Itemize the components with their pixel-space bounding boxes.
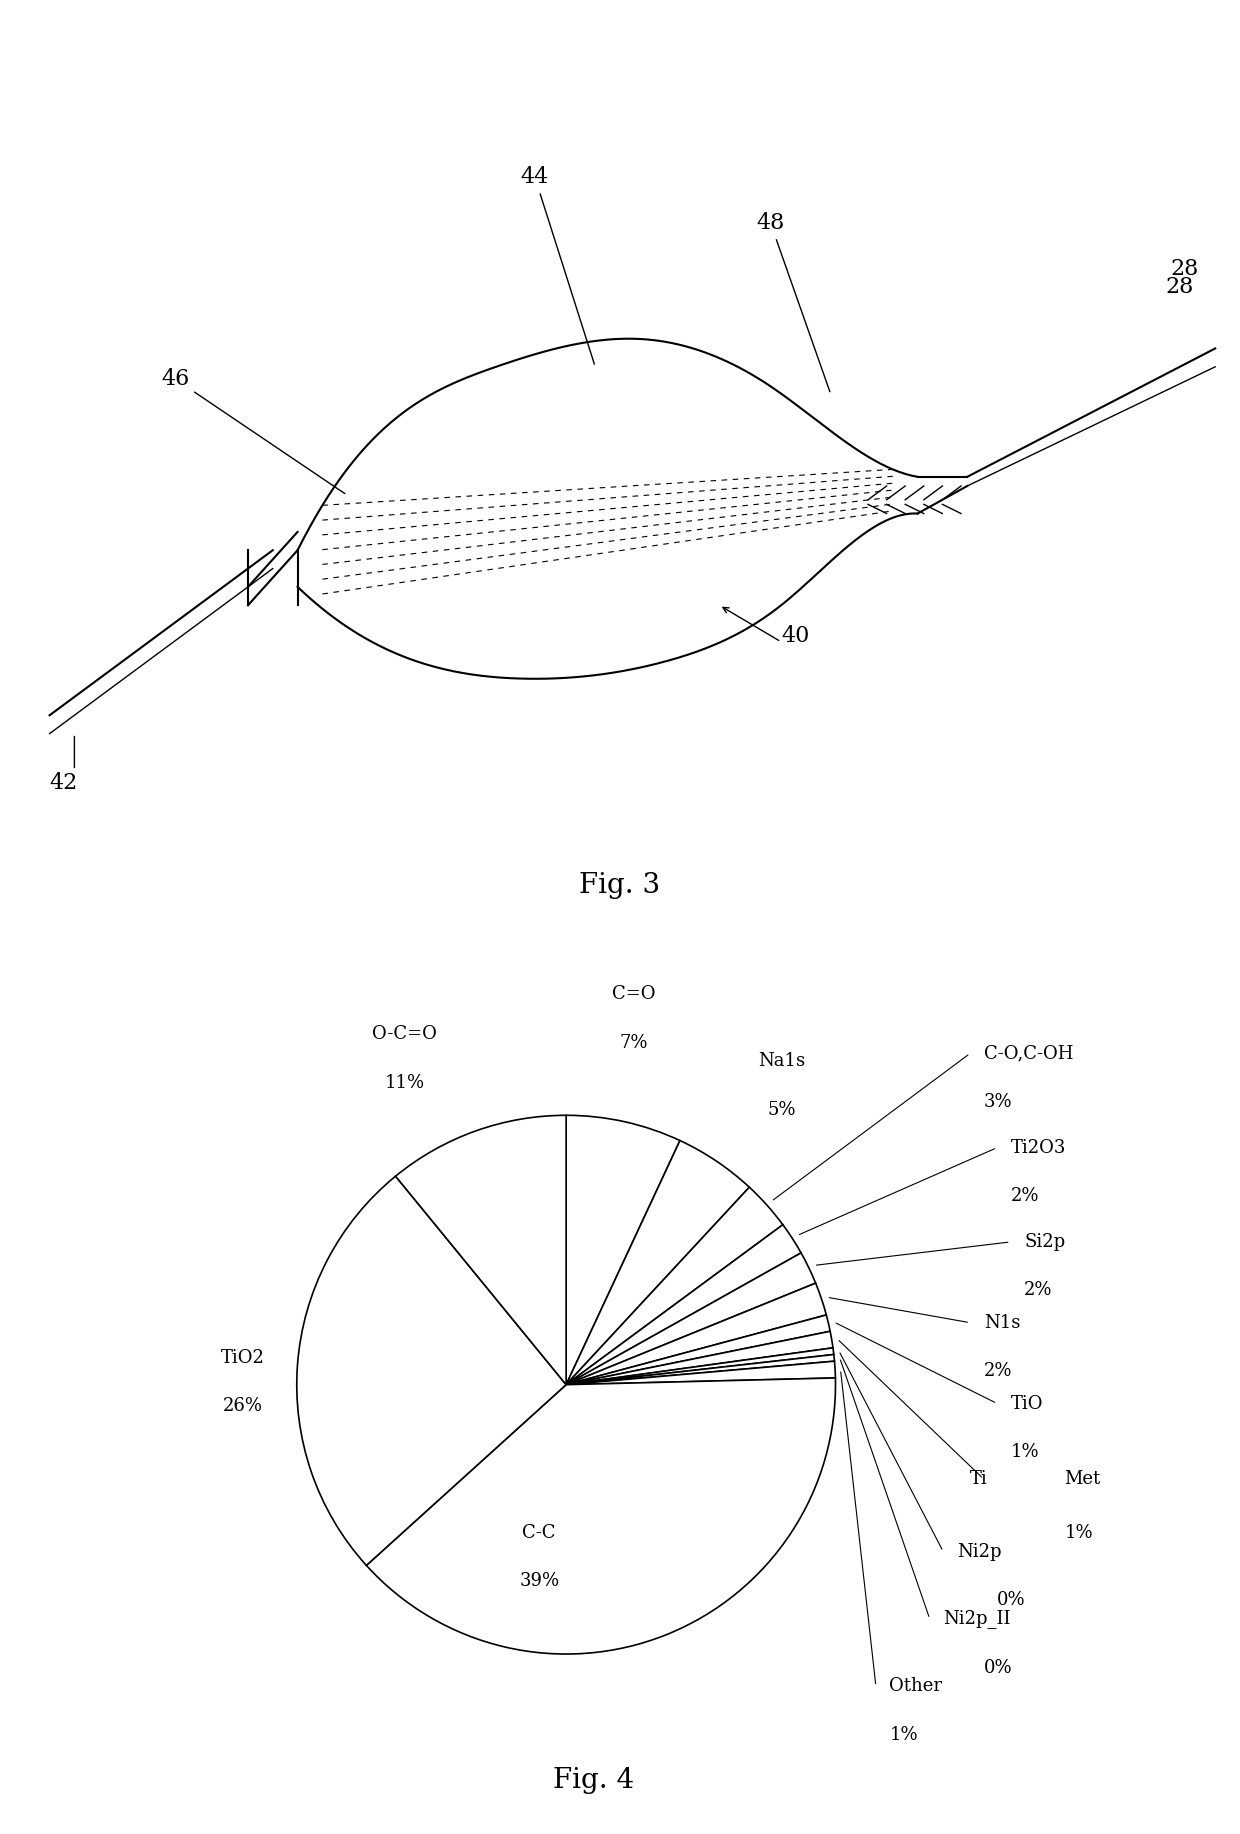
- Text: 7%: 7%: [619, 1034, 647, 1051]
- Text: Fig. 4: Fig. 4: [553, 1768, 634, 1794]
- Text: 5%: 5%: [768, 1100, 796, 1119]
- Text: 2%: 2%: [983, 1363, 1012, 1381]
- Wedge shape: [567, 1284, 826, 1385]
- Text: 1%: 1%: [889, 1726, 918, 1744]
- Text: N1s: N1s: [983, 1313, 1021, 1331]
- Text: 28: 28: [1166, 277, 1194, 299]
- Text: 1%: 1%: [1011, 1443, 1039, 1462]
- Wedge shape: [567, 1225, 801, 1385]
- Wedge shape: [567, 1253, 816, 1385]
- Wedge shape: [567, 1361, 836, 1385]
- Wedge shape: [396, 1115, 567, 1385]
- Text: Na1s: Na1s: [758, 1053, 805, 1071]
- Text: Other: Other: [889, 1678, 942, 1695]
- Text: 28: 28: [1171, 259, 1198, 281]
- Text: TiO: TiO: [1011, 1394, 1043, 1412]
- Wedge shape: [567, 1115, 680, 1385]
- Text: 2%: 2%: [1011, 1187, 1039, 1205]
- Text: C=O: C=O: [611, 985, 655, 1003]
- Text: 48: 48: [756, 213, 830, 392]
- Text: Fig. 3: Fig. 3: [579, 871, 661, 899]
- Text: 46: 46: [161, 369, 345, 493]
- Text: 39%: 39%: [520, 1572, 559, 1590]
- Text: Ni2p: Ni2p: [957, 1542, 1001, 1561]
- Text: 44: 44: [521, 167, 594, 365]
- Text: Si2p: Si2p: [1024, 1232, 1065, 1251]
- Text: C-C: C-C: [522, 1524, 556, 1542]
- Wedge shape: [567, 1348, 833, 1385]
- Text: 3%: 3%: [983, 1093, 1012, 1111]
- Wedge shape: [567, 1315, 830, 1385]
- Text: 1%: 1%: [1064, 1524, 1094, 1542]
- Text: TiO2: TiO2: [221, 1348, 265, 1366]
- Wedge shape: [366, 1377, 836, 1654]
- Text: Ti: Ti: [970, 1469, 988, 1487]
- Wedge shape: [296, 1176, 567, 1566]
- Wedge shape: [567, 1331, 833, 1385]
- Wedge shape: [567, 1187, 782, 1385]
- Text: Ti2O3: Ti2O3: [1011, 1139, 1066, 1157]
- Wedge shape: [567, 1141, 749, 1385]
- Text: 0%: 0%: [997, 1592, 1025, 1608]
- Text: C-O,C-OH: C-O,C-OH: [983, 1044, 1073, 1062]
- Text: 11%: 11%: [384, 1075, 424, 1091]
- Text: 2%: 2%: [1024, 1282, 1053, 1300]
- Text: O-C=O: O-C=O: [372, 1025, 436, 1044]
- Wedge shape: [567, 1355, 835, 1385]
- Text: 40: 40: [781, 625, 810, 647]
- Text: 0%: 0%: [983, 1658, 1012, 1676]
- Text: 26%: 26%: [223, 1398, 263, 1416]
- Text: 42: 42: [50, 772, 78, 794]
- Text: Met: Met: [1064, 1469, 1101, 1487]
- Text: Ni2p_II: Ni2p_II: [944, 1610, 1011, 1629]
